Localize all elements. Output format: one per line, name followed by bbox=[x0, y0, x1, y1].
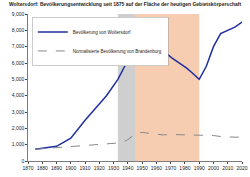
svg-text:2020: 2020 bbox=[236, 165, 247, 171]
svg-text:2000: 2000 bbox=[208, 165, 219, 171]
svg-text:1910: 1910 bbox=[80, 165, 91, 171]
svg-text:1960: 1960 bbox=[151, 165, 162, 171]
svg-text:Bevölkerung von Woltersdorf: Bevölkerung von Woltersdorf bbox=[73, 30, 131, 35]
svg-text:1990: 1990 bbox=[194, 165, 205, 171]
svg-text:1,000: 1,000 bbox=[12, 141, 25, 147]
svg-text:1940: 1940 bbox=[122, 165, 133, 171]
svg-text:2,000: 2,000 bbox=[12, 125, 25, 131]
svg-text:1970: 1970 bbox=[165, 165, 176, 171]
svg-text:1870: 1870 bbox=[22, 165, 33, 171]
svg-text:Normalisierte Bevölkerung von: Normalisierte Bevölkerung von Brandenbur… bbox=[73, 49, 162, 54]
svg-text:1920: 1920 bbox=[94, 165, 105, 171]
svg-text:1880: 1880 bbox=[37, 165, 48, 171]
svg-text:3,000: 3,000 bbox=[12, 109, 25, 115]
svg-text:Woltersdorf: Bevölkerungsentwi: Woltersdorf: Bevölkerungsentwicklung sei… bbox=[9, 1, 242, 7]
svg-text:8,000: 8,000 bbox=[12, 27, 25, 33]
svg-text:1890: 1890 bbox=[51, 165, 62, 171]
svg-text:2010: 2010 bbox=[222, 165, 233, 171]
svg-text:0: 0 bbox=[22, 158, 25, 164]
svg-text:1900: 1900 bbox=[65, 165, 76, 171]
svg-text:9,000: 9,000 bbox=[12, 11, 25, 17]
svg-text:1930: 1930 bbox=[108, 165, 119, 171]
svg-text:1980: 1980 bbox=[179, 165, 190, 171]
svg-text:1950: 1950 bbox=[137, 165, 148, 171]
svg-text:5,000: 5,000 bbox=[12, 76, 25, 82]
svg-text:4,000: 4,000 bbox=[12, 92, 25, 98]
svg-text:6,000: 6,000 bbox=[12, 60, 25, 66]
svg-text:7,000: 7,000 bbox=[12, 43, 25, 49]
